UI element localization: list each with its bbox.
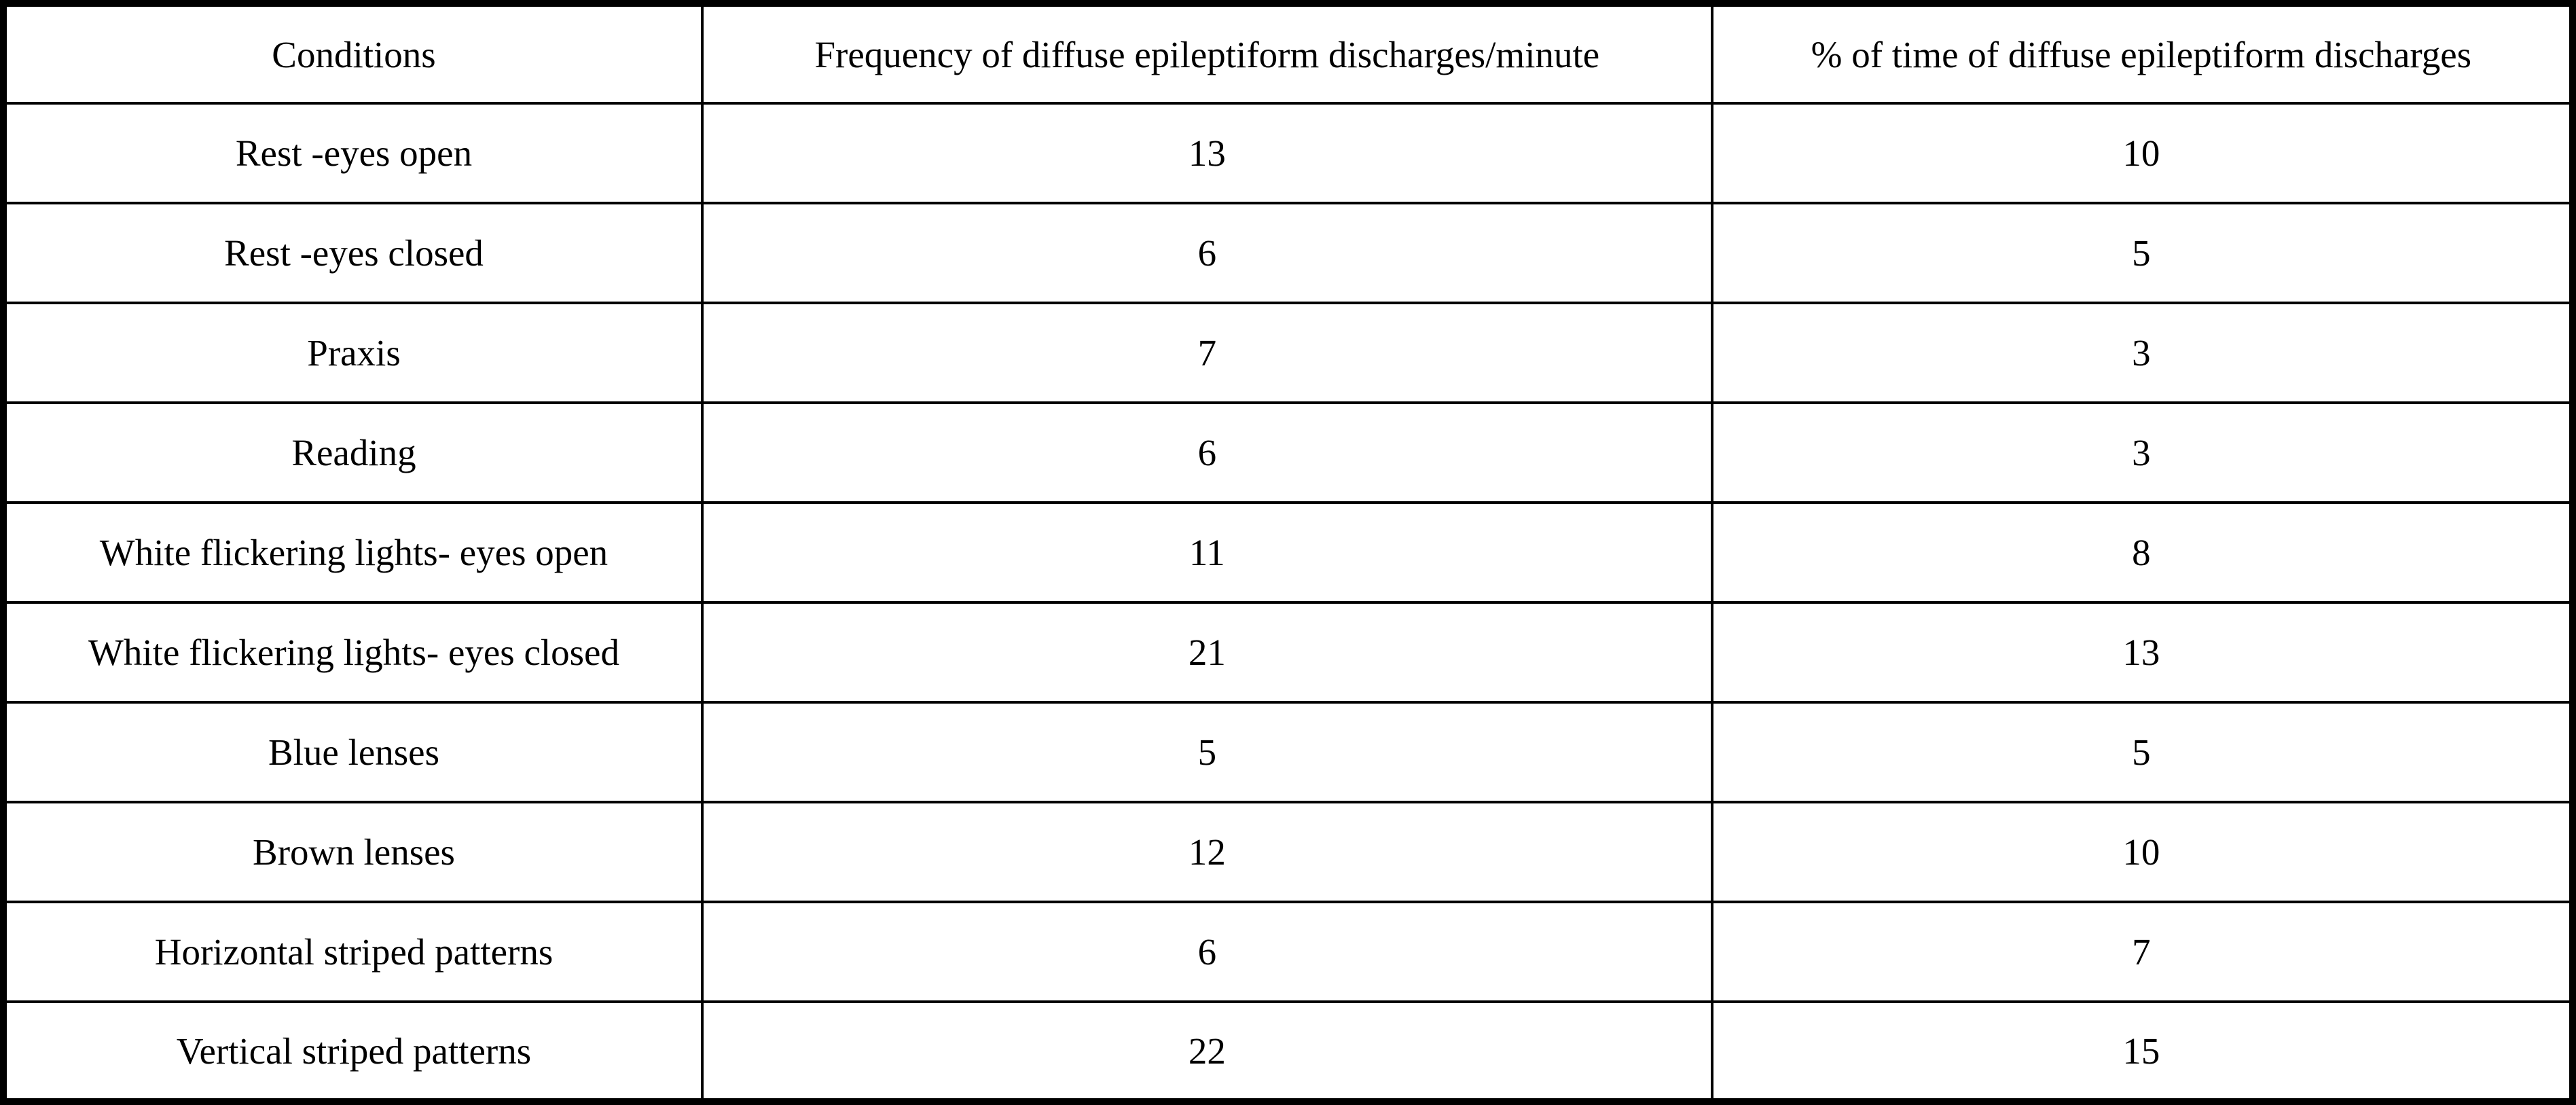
frequency-cell: 6 [700, 202, 1713, 304]
condition-cell: White flickering lights- eyes closed [2, 601, 704, 704]
percent-cell: 15 [1710, 1000, 2575, 1103]
table-row: Vertical striped patterns 22 15 [2, 1000, 2575, 1103]
frequency-cell: 13 [700, 102, 1713, 204]
condition-cell: Horizontal striped patterns [2, 901, 704, 1003]
condition-cell: Blue lenses [2, 701, 704, 803]
frequency-cell: 22 [700, 1000, 1713, 1103]
header-cell-conditions: Conditions [2, 2, 704, 105]
condition-cell: Reading [2, 401, 704, 504]
percent-cell: 7 [1710, 901, 2575, 1003]
condition-cell: Rest -eyes open [2, 102, 704, 204]
frequency-cell: 21 [700, 601, 1713, 704]
percent-cell: 3 [1710, 401, 2575, 504]
header-cell-percent-time: % of time of diffuse epileptiform discha… [1710, 2, 2575, 105]
table-row: Rest -eyes closed 6 5 [2, 202, 2575, 304]
table-row: Blue lenses 5 5 [2, 701, 2575, 803]
percent-cell: 3 [1710, 302, 2575, 404]
frequency-cell: 11 [700, 501, 1713, 604]
percent-cell: 8 [1710, 501, 2575, 604]
frequency-cell: 5 [700, 701, 1713, 803]
condition-cell: Praxis [2, 302, 704, 404]
percent-cell: 10 [1710, 801, 2575, 903]
percent-cell: 10 [1710, 102, 2575, 204]
frequency-cell: 12 [700, 801, 1713, 903]
frequency-cell: 6 [700, 901, 1713, 1003]
percent-cell: 5 [1710, 701, 2575, 803]
condition-cell: Vertical striped patterns [2, 1000, 704, 1103]
table-row: Brown lenses 12 10 [2, 801, 2575, 903]
frequency-cell: 6 [700, 401, 1713, 504]
header-cell-frequency: Frequency of diffuse epileptiform discha… [700, 2, 1713, 105]
condition-cell: Rest -eyes closed [2, 202, 704, 304]
table-row: Rest -eyes open 13 10 [2, 102, 2575, 204]
table-row: White flickering lights- eyes closed 21 … [2, 601, 2575, 704]
header-row: Conditions Frequency of diffuse epilepti… [2, 2, 2575, 105]
percent-cell: 13 [1710, 601, 2575, 704]
condition-cell: White flickering lights- eyes open [2, 501, 704, 604]
percent-cell: 5 [1710, 202, 2575, 304]
table-row: White flickering lights- eyes open 11 8 [2, 501, 2575, 604]
table-row: Horizontal striped patterns 6 7 [2, 901, 2575, 1003]
table-row: Reading 6 3 [2, 401, 2575, 504]
frequency-cell: 7 [700, 302, 1713, 404]
table-row: Praxis 7 3 [2, 302, 2575, 404]
condition-cell: Brown lenses [2, 801, 704, 903]
